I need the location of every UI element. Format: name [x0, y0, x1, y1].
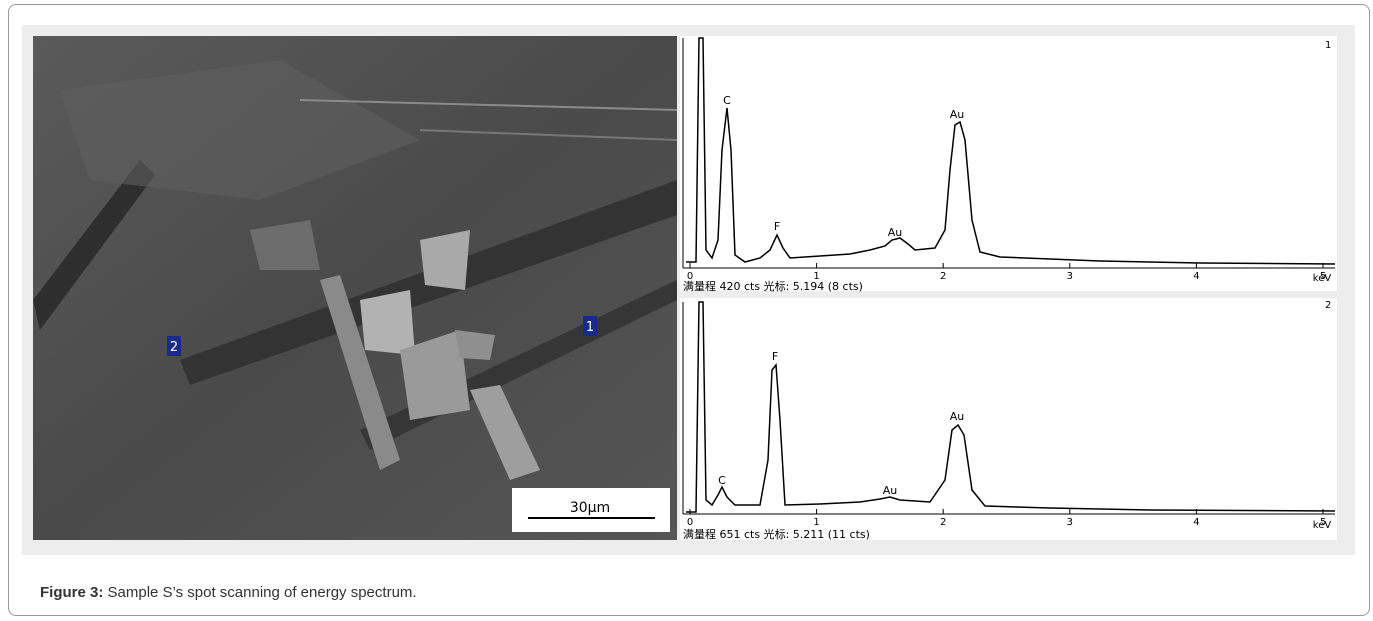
x-tick-label: 2	[940, 271, 946, 282]
x-tick-label: 5	[1320, 271, 1326, 282]
point-label: 2	[170, 340, 178, 355]
figure-label: Figure 3:	[40, 584, 103, 601]
x-tick-label: 2	[940, 517, 946, 528]
spectrum-panel: 1 C F Au Au keV 满量程 420 cts 光标: 5.194 (8…	[680, 36, 1337, 293]
x-tick-label: 4	[1193, 517, 1199, 528]
peak-label: F	[772, 350, 778, 363]
status-line: 满量程 651 cts 光标: 5.211 (11 cts)	[683, 527, 870, 541]
peak-label: Au	[950, 108, 965, 121]
x-tick-label: 1	[813, 517, 819, 528]
peak-label: F	[774, 220, 780, 233]
caption-text: Sample S’s spot scanning of energy spect…	[108, 584, 417, 601]
figure-image: 30μm 1 2 1 C F Au Au keV 满量程 420 cts 光标:…	[0, 0, 1373, 621]
x-tick-label: 4	[1193, 271, 1199, 282]
x-tick-label: 5	[1320, 517, 1326, 528]
peak-label: Au	[950, 410, 965, 423]
peak-label: Au	[888, 226, 903, 239]
status-line: 满量程 420 cts 光标: 5.194 (8 cts)	[683, 279, 863, 293]
figure-caption: Figure 3: Sample S’s spot scanning of en…	[40, 584, 417, 601]
spectrum-panel: 2 C F Au Au keV 满量程 651 cts 光标: 5.211 (1…	[680, 298, 1337, 541]
sem-image: 30μm 1 2	[33, 36, 677, 540]
peak-label: C	[723, 94, 731, 107]
x-tick-label: 0	[687, 271, 693, 282]
x-tick-label: 3	[1067, 271, 1073, 282]
peak-label: Au	[883, 484, 898, 497]
panel-number: 2	[1325, 300, 1331, 311]
x-tick-label: 1	[813, 271, 819, 282]
peak-label: C	[718, 474, 726, 487]
panel-number: 1	[1325, 40, 1331, 51]
scale-bar-label: 30μm	[570, 500, 610, 516]
x-tick-label: 0	[687, 517, 693, 528]
point-label: 1	[586, 320, 594, 335]
x-tick-label: 3	[1067, 517, 1073, 528]
